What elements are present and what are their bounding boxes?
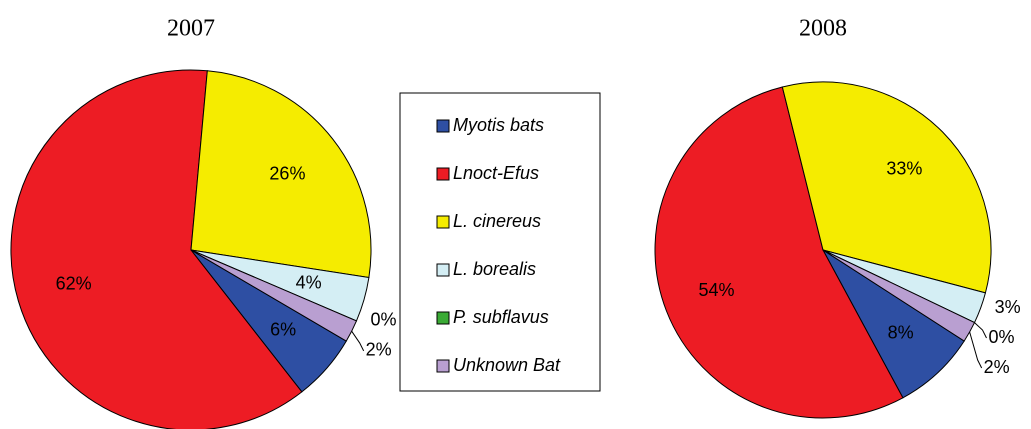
pie-slice (822, 249, 976, 342)
legend-label: Lnoct-Efus (453, 163, 539, 183)
legend-swatch (436, 263, 450, 277)
data-label: 2% (984, 357, 1010, 377)
legend-label: Myotis bats (453, 115, 544, 135)
data-label: 2% (366, 340, 392, 360)
legend-swatch (436, 359, 450, 373)
pie-slice (654, 86, 904, 419)
data-label: 54% (698, 280, 734, 300)
pie-slice (190, 70, 372, 279)
legend-box (399, 92, 601, 392)
data-label: 0% (370, 310, 396, 330)
data-label: 33% (886, 159, 922, 179)
leader-line (974, 322, 987, 339)
legend-label: P. subflavus (453, 307, 549, 327)
data-label: 3% (995, 297, 1021, 317)
chart-title: 2008 (799, 16, 847, 42)
data-label: 62% (56, 273, 92, 293)
data-label: 6% (270, 319, 296, 339)
legend-swatch (436, 215, 450, 229)
legend-label: Unknown Bat (453, 355, 561, 375)
pie-slice (781, 81, 992, 294)
legend-label: L. borealis (453, 259, 536, 279)
data-label: 26% (269, 163, 305, 183)
chart-title: 2007 (167, 16, 215, 42)
pie-slice (190, 249, 358, 342)
data-label: 0% (989, 327, 1015, 347)
data-label: 4% (296, 272, 322, 292)
leader-line (351, 330, 365, 352)
pie-slice (10, 69, 303, 429)
data-label: 8% (888, 323, 914, 343)
legend-label: L. cinereus (453, 211, 541, 231)
legend-swatch (436, 119, 450, 133)
legend-swatch (436, 167, 450, 181)
legend-swatch (436, 311, 450, 325)
leader-line (969, 331, 983, 369)
